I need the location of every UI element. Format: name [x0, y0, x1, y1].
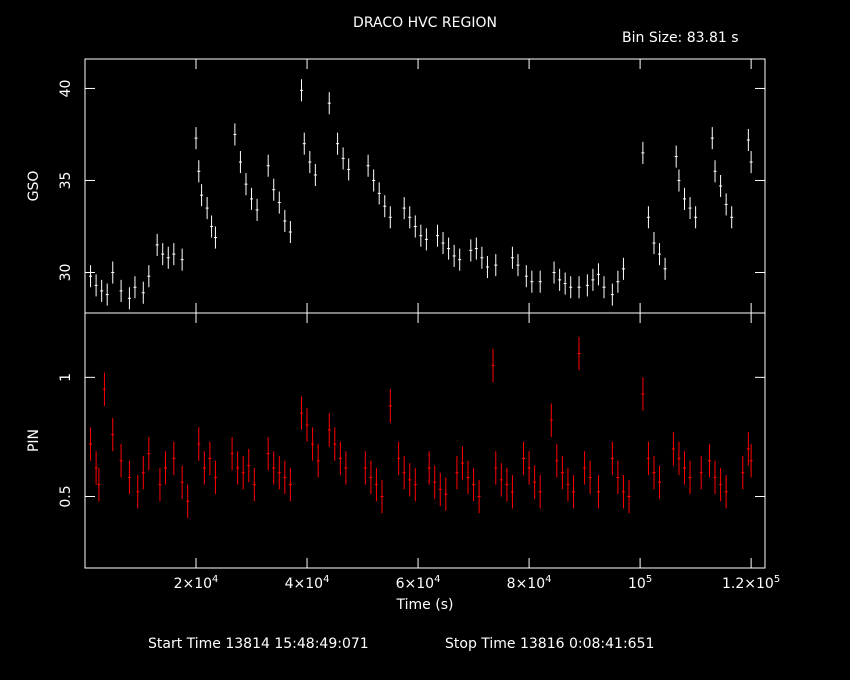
gso-panel: 30 35 40 GSO: [26, 58, 766, 314]
x-tick-label: 8×104: [507, 574, 552, 592]
start-time-label: Start Time 13814 15:48:49:071: [148, 636, 369, 652]
gso-ytick-label: 35: [58, 172, 74, 190]
bin-size-label: Bin Size: 83.81 s: [622, 30, 739, 46]
gso-ytick-label: 30: [58, 264, 74, 282]
x-tick-label: 2×104: [174, 574, 219, 592]
stop-time-label: Stop Time 13816 0:08:41:651: [445, 636, 655, 652]
x-tick-label: 1.2×105: [722, 574, 780, 592]
gso-frame: [84, 58, 766, 314]
pin-ylabel: PIN: [26, 429, 42, 452]
x-axis-label: Time (s): [396, 597, 454, 613]
gso-ylabel: GSO: [26, 171, 42, 202]
pin-ytick-label: 0.5: [58, 485, 74, 507]
chart-title: DRACO HVC REGION: [353, 15, 497, 31]
x-tick-label: 105: [628, 574, 652, 592]
pin-ytick-label: 1: [58, 373, 74, 382]
pin-panel: 0.5 1 PIN 2×104 4×104 6×104 8×104 105 1.2×105: [26, 312, 780, 592]
pin-frame: [84, 312, 766, 569]
x-tick-label: 6×104: [396, 574, 441, 592]
gso-ytick-label: 40: [58, 80, 74, 98]
x-tick-label: 4×104: [285, 574, 330, 592]
